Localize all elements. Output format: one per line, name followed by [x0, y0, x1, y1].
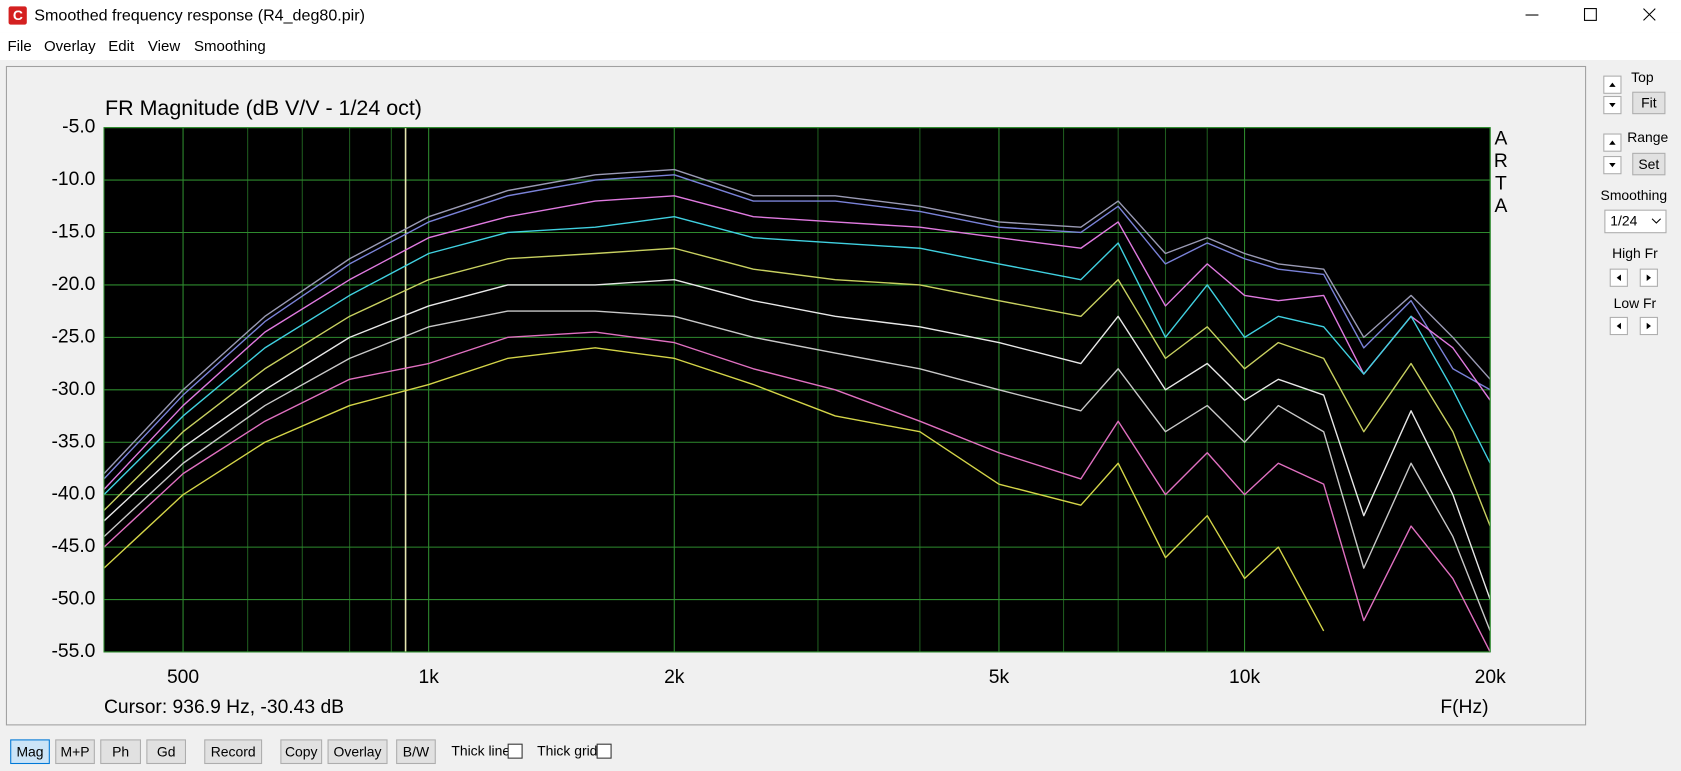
- range-up-glyph: [1609, 140, 1616, 145]
- checkbox-label: Thick line: [451, 742, 510, 758]
- menu-item[interactable]: Edit: [108, 38, 135, 55]
- x-tick-label: 2k: [664, 667, 685, 688]
- toolbar-button-label: Overlay: [334, 743, 382, 759]
- toolbar-button-label: Ph: [112, 743, 129, 759]
- response-line: [103, 310, 1491, 632]
- brand-letter: A: [1494, 128, 1507, 149]
- app-icon-glyph: C: [13, 7, 23, 23]
- x-tick-label: 5k: [989, 667, 1010, 688]
- x-tick-label: 1k: [418, 667, 439, 688]
- y-tick-label: -20.0: [51, 274, 95, 295]
- menu-item[interactable]: Smoothing: [194, 38, 266, 55]
- cursor-readout: Cursor: 936.9 Hz, -30.43 dB: [104, 697, 344, 718]
- low-fr-right-glyph: [1646, 322, 1651, 330]
- menu-item[interactable]: Overlay: [44, 38, 96, 55]
- low-fr-label: Low Fr: [1614, 295, 1657, 311]
- title-bar: [0, 0, 1681, 33]
- response-line: [103, 331, 1491, 652]
- y-tick-label: -25.0: [51, 326, 95, 347]
- top-down-glyph: [1609, 102, 1616, 108]
- maximize-button[interactable]: [1583, 8, 1597, 21]
- response-line: [103, 247, 1491, 527]
- toolbar-button-label: B/W: [403, 743, 430, 759]
- fit-button-label: Fit: [1641, 95, 1657, 111]
- toolbar-button[interactable]: [204, 739, 263, 765]
- y-tick-label: -45.0: [51, 536, 95, 557]
- toolbar-button-label: Gd: [157, 743, 176, 759]
- top-label: Top: [1631, 69, 1654, 85]
- response-line: [103, 168, 1491, 475]
- high-fr-left-glyph: [1616, 274, 1621, 281]
- checkbox-label: Thick grid: [537, 742, 597, 758]
- high-fr-label: High Fr: [1612, 245, 1658, 261]
- brand-letter: T: [1495, 174, 1507, 195]
- close-button[interactable]: [1643, 8, 1656, 21]
- y-tick-label: -5.0: [62, 117, 95, 138]
- low-fr-left-glyph: [1616, 322, 1621, 330]
- high-fr-right-glyph: [1646, 274, 1651, 281]
- set-button[interactable]: [1632, 152, 1666, 176]
- response-line: [103, 278, 1491, 600]
- fit-button[interactable]: [1632, 91, 1666, 115]
- series-group: [103, 168, 1491, 652]
- response-line: [103, 195, 1491, 490]
- plot-border: [103, 127, 1491, 653]
- smoothing-label: Smoothing: [1601, 187, 1668, 203]
- y-tick-label: -10.0: [51, 169, 95, 190]
- toolbar-button[interactable]: [55, 739, 95, 765]
- menu-bar: [0, 32, 1681, 61]
- x-axis-label: F(Hz): [1440, 697, 1488, 718]
- menu-item[interactable]: View: [148, 38, 180, 55]
- y-tick-label: -55.0: [51, 641, 95, 662]
- set-button-label: Set: [1638, 156, 1659, 172]
- y-tick-label: -50.0: [51, 589, 95, 610]
- x-tick-label: 500: [167, 667, 199, 688]
- range-down-glyph: [1609, 162, 1616, 168]
- window-title: Smoothed frequency response (R4_deg80.pi…: [34, 6, 365, 24]
- y-tick-label: -15.0: [51, 222, 95, 243]
- toolbar-button-label: Copy: [285, 743, 318, 759]
- toolbar-button-label: Record: [211, 743, 256, 759]
- chart-title: FR Magnitude (dB V/V - 1/24 oct): [105, 96, 422, 120]
- toolbar-button[interactable]: [10, 739, 50, 765]
- smoothing-value: 1/24: [1610, 213, 1637, 229]
- smoothing-select[interactable]: [1604, 209, 1667, 234]
- range-label: Range: [1627, 129, 1668, 145]
- app-icon: [8, 6, 27, 25]
- toolbar-button-label: M+P: [61, 743, 90, 759]
- y-tick-label: -35.0: [51, 431, 95, 452]
- y-tick-label: -40.0: [51, 484, 95, 505]
- toolbar-button[interactable]: [327, 739, 388, 765]
- y-tick-label: -30.0: [51, 379, 95, 400]
- x-tick-label: 10k: [1229, 667, 1260, 688]
- brand-letter: A: [1494, 196, 1507, 217]
- toolbar-button[interactable]: [146, 739, 187, 765]
- select-chevron: [1651, 218, 1662, 224]
- toolbar-button-label: Mag: [16, 743, 43, 759]
- checkbox[interactable]: [596, 743, 612, 759]
- response-line: [103, 216, 1491, 496]
- toolbar-button[interactable]: [100, 739, 141, 765]
- toolbar-button[interactable]: [280, 739, 323, 765]
- top-up-glyph: [1609, 82, 1616, 87]
- x-tick-label: 20k: [1475, 667, 1506, 688]
- toolbar-button[interactable]: [396, 739, 436, 765]
- brand-letter: R: [1494, 151, 1508, 172]
- response-line: [103, 174, 1491, 480]
- checkbox[interactable]: [507, 743, 523, 759]
- menu-item[interactable]: File: [8, 38, 32, 55]
